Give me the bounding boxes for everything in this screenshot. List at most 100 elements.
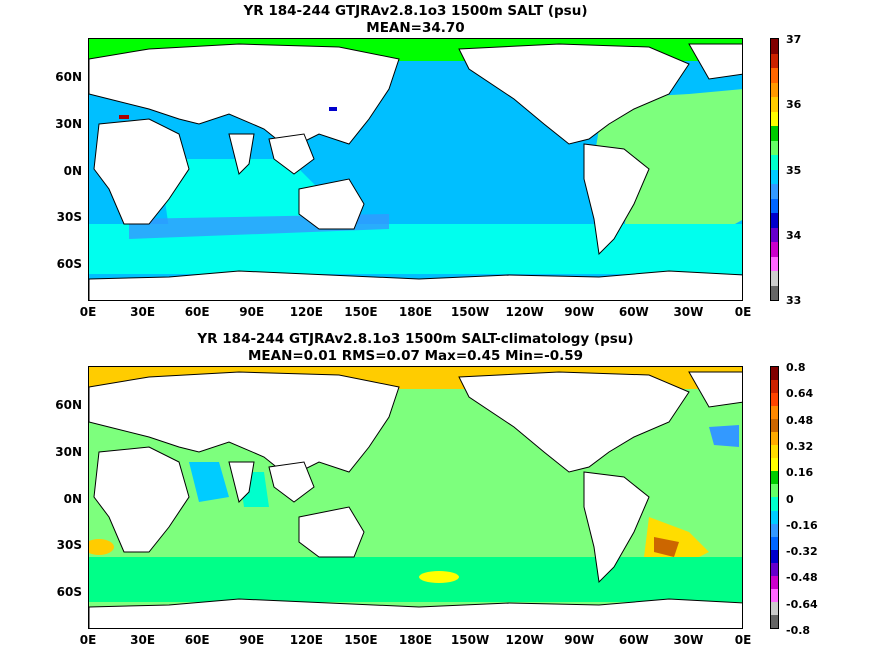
p1-lat-30s: 30S [56, 210, 82, 224]
p2-lon-label: 0E [734, 633, 752, 647]
p1-cb-label-33: 33 [786, 294, 802, 307]
panel2-title: YR 184-244 GTJRAv2.8.1o3 1500m SALT-clim… [197, 331, 634, 347]
p2-colorbar-cell [771, 614, 778, 628]
p2-cb-label: -0.16 [786, 518, 818, 532]
p2-lon-label: 180E [398, 633, 433, 647]
p2-lon-label: 60E [184, 633, 210, 647]
p1-colorbar-cell [771, 39, 778, 54]
p1-colorbar-cell [771, 242, 778, 257]
panel1-map [88, 38, 743, 301]
p1-colorbar-cell [771, 140, 778, 155]
p1-lon-label: 180E [398, 305, 433, 319]
panel1-mean: MEAN=34.70 [366, 20, 465, 36]
p2-cb-label: 0.64 [786, 387, 814, 401]
p2-lat-30n: 30N [55, 445, 82, 459]
p2-colorbar-cell [771, 393, 778, 407]
p2-colorbar-cell [771, 380, 778, 394]
p2-colorbar-cell [771, 419, 778, 433]
p1-lat-60s: 60S [56, 257, 82, 271]
p1-lat-0n: 0N [63, 164, 82, 178]
p1-colorbar-cell [771, 126, 778, 141]
p2-colorbar-cell [771, 497, 778, 511]
p2-cb-label: -0.48 [786, 571, 818, 585]
p2-colorbar-cell [771, 588, 778, 602]
p1-colorbar-cell [771, 82, 778, 97]
p2-lon-label: 60W [618, 633, 649, 647]
p1-lat-30n: 30N [55, 117, 82, 131]
p2-colorbar-cell [771, 523, 778, 537]
p2-cb-label: 0 [786, 492, 794, 506]
p2-lon-label: 150E [344, 633, 378, 647]
p1-cb-label-35: 35 [786, 164, 802, 177]
p2-colorbar-cell [771, 601, 778, 615]
p2-colorbar-cell [771, 432, 778, 446]
p1-lon-label: 120W [505, 305, 544, 319]
p2-lon-label: 120E [289, 633, 323, 647]
p2-colorbar-cell [771, 575, 778, 589]
p2-lon-label: 120W [505, 633, 544, 647]
p2-cb-label: -0.32 [786, 545, 818, 559]
p2-colorbar-cell [771, 367, 778, 381]
p1-lon-label: 0E [734, 305, 752, 319]
p2-lon-label: 150W [450, 633, 490, 647]
p2-colorbar-cell [771, 445, 778, 459]
p2-colorbar-cell [771, 510, 778, 524]
p2-lat-60s: 60S [56, 585, 82, 599]
p1-colorbar-cell [771, 271, 778, 286]
p2-lat-0n: 0N [63, 492, 82, 506]
p2-colorbar-cell [771, 549, 778, 563]
p1-lon-label: 30E [130, 305, 156, 319]
p1-colorbar-cell [771, 97, 778, 112]
panel2-stats: MEAN=0.01 RMS=0.07 Max=0.45 Min=-0.59 [247, 348, 584, 364]
p1-lon-label: 0E [79, 305, 97, 319]
p2-cb-label: 0.32 [786, 439, 814, 453]
p1-lon-label: 30W [673, 305, 704, 319]
p2-colorbar-cell [771, 458, 778, 472]
panel1-colorbar [770, 38, 779, 301]
p1-lon-label: 150E [344, 305, 378, 319]
p2-lon-label: 30E [130, 633, 156, 647]
p2-lon-label: 90W [564, 633, 595, 647]
p2-cb-label: 0.8 [786, 361, 806, 374]
p1-colorbar-cell [771, 256, 778, 271]
p2-colorbar-cell [771, 471, 778, 485]
p1-colorbar-cell [771, 111, 778, 126]
p1-cb-label-37: 37 [786, 33, 802, 46]
p1-lon-label: 120E [289, 305, 323, 319]
p1-lon-label: 90W [564, 305, 595, 319]
p1-colorbar-cell [771, 53, 778, 68]
p2-lat-60n: 60N [55, 398, 82, 412]
p1-lon-label: 60E [184, 305, 210, 319]
p2-cb-label: 0.16 [786, 466, 814, 480]
p1-lat-60n: 60N [55, 70, 82, 84]
p1-cb-label-36: 36 [786, 98, 802, 111]
p1-colorbar-cell [771, 198, 778, 213]
p1-colorbar-cell [771, 285, 778, 300]
panel2-map [88, 366, 743, 629]
panel2-map-svg [89, 367, 742, 628]
p2-lon-label: 90E [239, 633, 265, 647]
panel1-title: YR 184-244 GTJRAv2.8.1o3 1500m SALT (psu… [243, 3, 588, 19]
p2-cb-label: 0.48 [786, 413, 814, 427]
p1-cb-label-34: 34 [786, 229, 802, 242]
p1-colorbar-cell [771, 155, 778, 170]
p1-colorbar-cell [771, 169, 778, 184]
p2-cb-label: -0.64 [786, 597, 818, 611]
p1-lon-label: 60W [618, 305, 649, 319]
p2-cb-label: -0.8 [786, 624, 811, 637]
p1-lon-label: 150W [450, 305, 490, 319]
panel2-colorbar [770, 366, 779, 629]
panel1-map-svg [89, 39, 742, 300]
p2-lon-label: 0E [79, 633, 97, 647]
p1-colorbar-cell [771, 68, 778, 83]
p2-colorbar-cell [771, 562, 778, 576]
p1-colorbar-cell [771, 213, 778, 228]
p2-colorbar-cell [771, 484, 778, 498]
p2-colorbar-cell [771, 536, 778, 550]
p2-colorbar-cell [771, 406, 778, 420]
p1-colorbar-cell [771, 227, 778, 242]
p1-lon-label: 90E [239, 305, 265, 319]
p2-lon-label: 30W [673, 633, 704, 647]
p2-lat-30s: 30S [56, 538, 82, 552]
p1-colorbar-cell [771, 184, 778, 199]
